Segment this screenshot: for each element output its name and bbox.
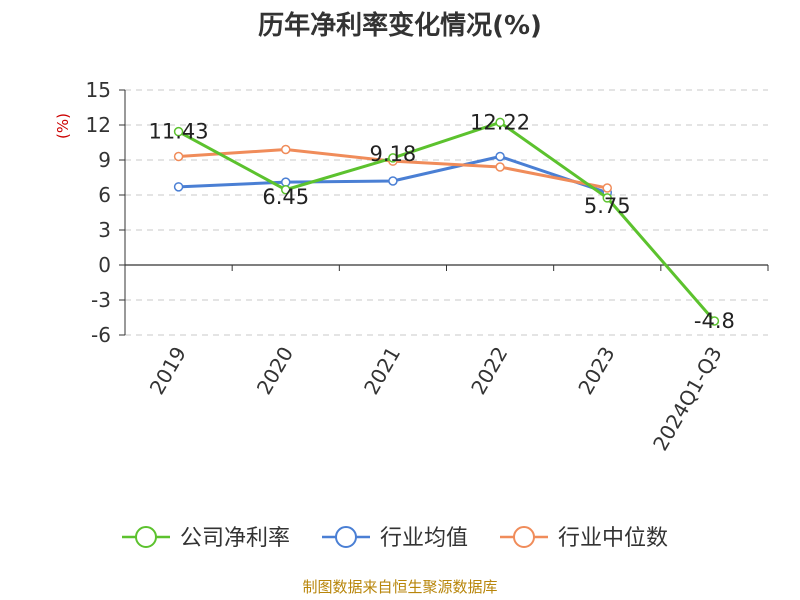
data-label: 6.45: [262, 185, 309, 209]
y-tick-label: 12: [86, 113, 111, 137]
data-point[interactable]: [709, 316, 720, 326]
data-point[interactable]: [173, 151, 184, 162]
data-label: 11.43: [149, 120, 209, 144]
x-tick-label: 2023: [573, 343, 619, 399]
y-tick-labels: 15 12 9 6 3 0 -3 -6: [86, 78, 111, 347]
data-point[interactable]: [495, 151, 505, 162]
data-point[interactable]: [495, 117, 505, 128]
legend[interactable]: 公司净利率 行业均值 行业中位数: [122, 526, 668, 551]
data-label: 5.75: [584, 194, 631, 218]
legend-label: 行业均值: [380, 526, 468, 551]
y-tick-label: -3: [91, 288, 111, 312]
data-point[interactable]: [281, 185, 291, 195]
series-line-0: [177, 120, 716, 322]
data-label: 12.22: [470, 110, 530, 134]
axes: [119, 89, 769, 336]
legend-marker: [135, 526, 157, 548]
legend-marker: [335, 526, 357, 548]
y-tick-label: 0: [98, 253, 111, 277]
legend-label: 公司净利率: [180, 526, 290, 551]
y-tick-label: 6: [98, 183, 111, 207]
data-point[interactable]: [602, 193, 612, 203]
source-note: 制图数据来自恒生聚源数据库: [302, 578, 497, 596]
data-point[interactable]: [388, 176, 398, 186]
legend-marker: [513, 526, 535, 548]
chart-title: 历年净利率变化情况(%): [258, 10, 542, 41]
x-tick-label: 2020: [252, 343, 298, 399]
x-tick-label: 2024Q1-Q3: [648, 343, 727, 455]
legend-item-0[interactable]: 公司净利率: [122, 526, 290, 551]
data-point[interactable]: [602, 183, 612, 193]
series-lines: [173, 117, 720, 326]
data-label: -4.8: [694, 309, 735, 333]
x-tick-label: 2022: [466, 343, 512, 399]
x-tick-labels: 2019 2020 2021 2022 2023 2024Q1-Q3: [145, 343, 727, 455]
y-tick-label: 9: [98, 148, 111, 172]
data-point[interactable]: [495, 162, 505, 172]
legend-label: 行业中位数: [558, 526, 668, 551]
x-tick-label: 2019: [145, 343, 191, 399]
data-point[interactable]: [388, 153, 398, 163]
legend-item-2[interactable]: 行业中位数: [500, 526, 668, 551]
data-point[interactable]: [281, 144, 291, 155]
y-tick-label: -6: [91, 323, 111, 347]
grid-lines: [125, 89, 768, 336]
y-axis-label: (%): [54, 113, 72, 139]
y-tick-label: 3: [98, 218, 111, 242]
data-point[interactable]: [173, 126, 184, 137]
x-tick-label: 2021: [359, 343, 405, 399]
data-label: 9.18: [370, 142, 417, 166]
data-point[interactable]: [173, 182, 184, 192]
legend-item-1[interactable]: 行业均值: [322, 526, 468, 551]
y-tick-label: 15: [86, 78, 111, 102]
data-labels: 11.43 6.45 9.18 12.22 5.75 -4.8: [149, 110, 735, 333]
